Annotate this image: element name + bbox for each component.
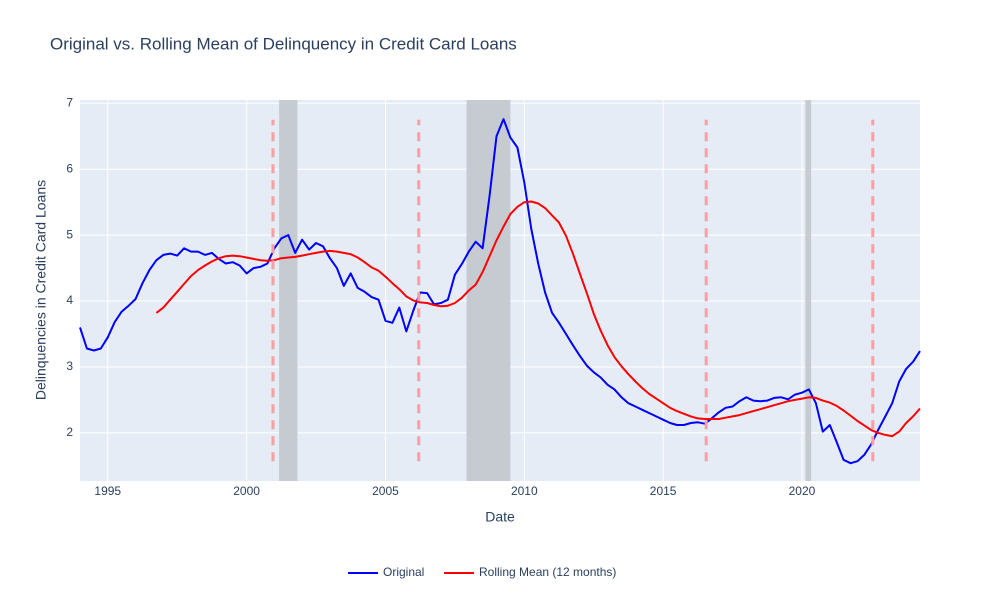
y-tick-label: 4 [66,293,73,307]
y-tick-label: 3 [66,359,73,373]
x-tick-label: 2020 [789,484,816,498]
legend-label: Original [383,565,424,579]
x-axis-title: Date [485,509,515,525]
legend-item[interactable]: Original [348,565,424,579]
y-tick-label: 6 [66,161,73,175]
y-tick-label: 7 [66,95,73,109]
series-line [79,118,921,465]
chart-title: Original vs. Rolling Mean of Delinquency… [50,34,517,53]
recession-band [466,100,511,481]
y-tick-label: 2 [66,425,73,439]
x-tick-label: 2000 [233,484,260,498]
y-tick-label: 5 [66,227,73,241]
x-tick-label: 1995 [94,484,121,498]
x-tick-label: 2005 [372,484,399,498]
recession-band [805,100,812,481]
y-axis-title: Delinquencies in Credit Card Loans [33,180,49,400]
series-line [155,200,921,438]
x-tick-label: 2015 [650,484,677,498]
recession-band [279,100,298,481]
legend-item[interactable]: Rolling Mean (12 months) [444,565,616,579]
x-tick-label: 2010 [511,484,538,498]
legend-label: Rolling Mean (12 months) [479,565,616,579]
